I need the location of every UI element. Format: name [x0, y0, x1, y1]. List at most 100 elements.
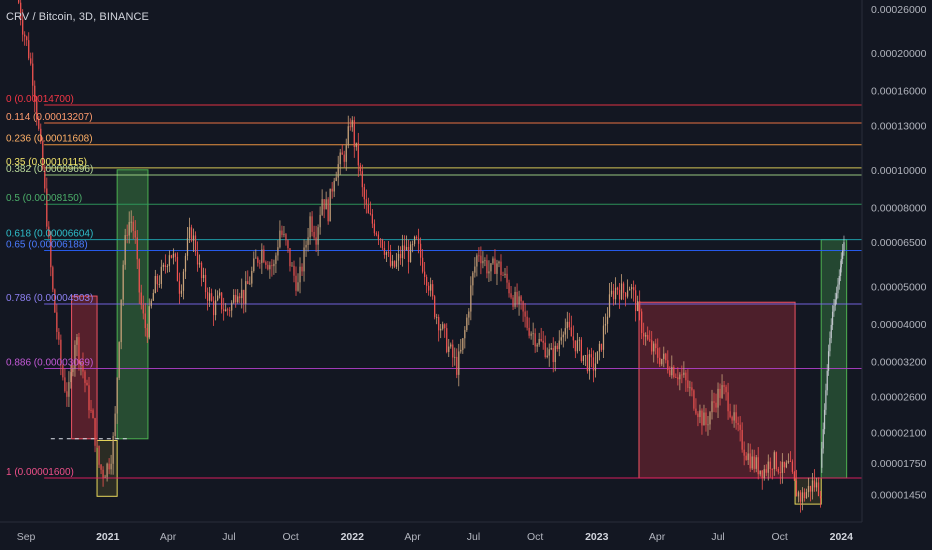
candle-body [84, 371, 86, 383]
candle-body [620, 283, 623, 300]
candle-body [333, 180, 335, 192]
candle-body [202, 274, 205, 279]
candle-body [783, 461, 785, 468]
candle-body [454, 356, 456, 358]
candle-body [305, 244, 307, 248]
candle-body [602, 325, 605, 350]
candle-body [655, 343, 657, 349]
candle-body [90, 410, 92, 411]
y-tick-label: 0.00004000 [871, 319, 927, 331]
candle-body [564, 328, 566, 335]
candle-body [562, 334, 564, 338]
x-tick-label: Jul [711, 531, 724, 543]
x-tick-label: Apr [649, 531, 666, 543]
candle-body [474, 266, 476, 273]
candle-body [393, 261, 396, 267]
candle-body [622, 283, 625, 293]
candle-body [136, 237, 138, 260]
projection-candle [837, 284, 839, 294]
candle-body [753, 456, 755, 469]
candle-body [190, 227, 193, 241]
candle-body [440, 328, 442, 331]
candle-body [731, 417, 733, 421]
y-tick-label: 0.00003200 [871, 356, 927, 368]
fib-label-0-5: 0.5 (0.00008150) [6, 193, 82, 204]
candle-body [496, 263, 498, 274]
candle-body [727, 392, 729, 412]
x-tick-label: Apr [404, 531, 421, 543]
candle-body [801, 492, 804, 502]
candle-body [524, 311, 526, 317]
candle-body [162, 264, 164, 267]
y-tick-label: 0.00001750 [871, 458, 927, 470]
candle-body [514, 291, 516, 307]
candle-body [273, 263, 275, 267]
candle-body [60, 339, 62, 366]
y-tick-label: 0.00001450 [871, 490, 927, 502]
candle-body [301, 266, 303, 272]
candle-body [665, 353, 667, 361]
candle-body [106, 463, 108, 477]
candle-body [687, 380, 689, 388]
candle-body [458, 351, 460, 375]
candle-body [269, 265, 271, 270]
candle-body [399, 254, 402, 259]
projection-layer [821, 235, 845, 473]
candle-body [128, 222, 130, 236]
candle-body [769, 461, 771, 469]
candle-body [673, 366, 675, 378]
candle-body [375, 233, 378, 235]
candle-body [391, 261, 394, 266]
candle-body [745, 455, 747, 460]
candle-body [217, 295, 219, 301]
candle-body [681, 374, 683, 376]
candle-body [637, 301, 639, 311]
candle-body [480, 255, 482, 264]
candle-body [62, 365, 64, 378]
candle-body [502, 274, 504, 276]
candle-body [594, 363, 597, 371]
candle-body [592, 357, 595, 371]
candle-body [548, 349, 550, 356]
candle-body [116, 377, 118, 414]
candle-body [729, 411, 731, 418]
candle-body [48, 226, 50, 236]
candle-body [649, 339, 651, 341]
candle-body [779, 472, 781, 474]
candle-body [819, 496, 822, 499]
symbol-title[interactable]: CRV / Bitcoin, 3D, BINANCE [6, 11, 149, 23]
candle-body [188, 227, 191, 239]
candle-body [170, 255, 173, 258]
candle-body [610, 290, 613, 295]
candle-body [194, 235, 197, 253]
candle-body [566, 321, 568, 329]
candle-body [635, 290, 637, 311]
candle-body [182, 271, 185, 291]
candle-body [237, 296, 239, 303]
candle-body [423, 271, 426, 277]
candle-body [735, 412, 737, 423]
projection-candle [827, 351, 830, 371]
candle-body [277, 247, 279, 256]
candle-body [20, 2, 22, 20]
candle-body [626, 290, 629, 297]
candle-body [582, 355, 585, 362]
candle-body [574, 340, 576, 352]
candle-body [532, 333, 534, 335]
candle-body [426, 276, 428, 286]
candle-body [231, 302, 233, 311]
candle-body [319, 214, 321, 228]
candle-body [468, 311, 470, 318]
fib-label-0-236: 0.236 (0.00011608) [6, 134, 93, 145]
candle-body [325, 199, 327, 210]
candle-body [281, 230, 283, 235]
candle-body [158, 283, 160, 285]
x-tick-label: Jul [467, 531, 480, 543]
candle-body [434, 296, 436, 318]
candle-body [604, 323, 607, 326]
candle-body [102, 469, 104, 478]
candle-body [379, 239, 382, 241]
projection-candle [831, 311, 834, 325]
y-tick-label: 0.00002100 [871, 427, 927, 439]
